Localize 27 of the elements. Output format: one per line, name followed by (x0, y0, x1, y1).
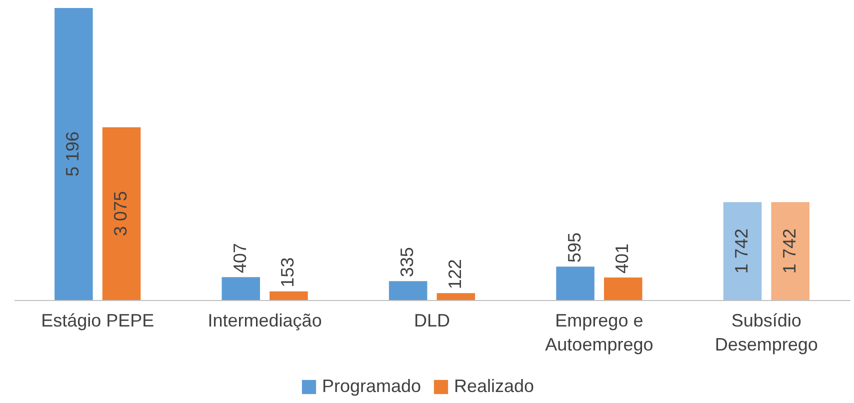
bar (222, 277, 260, 300)
bar (436, 293, 476, 300)
data-label: 3 075 (110, 191, 131, 236)
data-label: 407 (230, 243, 250, 274)
legend-label: Realizado (454, 376, 534, 396)
x-tick-label: Emprego e Autoemprego (545, 310, 654, 354)
bar (604, 277, 642, 300)
data-label: 1 742 (779, 228, 800, 274)
x-tick-label: Estágio PEPE (41, 310, 154, 330)
bar (102, 127, 141, 300)
data-label: 5 196 (62, 131, 83, 177)
data-label: 335 (397, 247, 418, 278)
bar (270, 291, 308, 300)
data-label: 153 (278, 257, 298, 288)
x-tick-label: Subsídio Desemprego (714, 310, 818, 354)
bar (771, 202, 810, 300)
data-label: 595 (564, 232, 584, 263)
bar (723, 202, 762, 300)
x-tick-label: DLD (414, 310, 450, 330)
bar (556, 266, 594, 300)
data-label: 401 (612, 243, 632, 274)
data-label: 122 (444, 259, 465, 290)
bar (388, 281, 428, 300)
x-tick-label: Intermediação (208, 310, 322, 330)
data-label: 1 742 (731, 228, 752, 274)
bar (54, 8, 93, 300)
legend-label: Programado (322, 376, 422, 396)
